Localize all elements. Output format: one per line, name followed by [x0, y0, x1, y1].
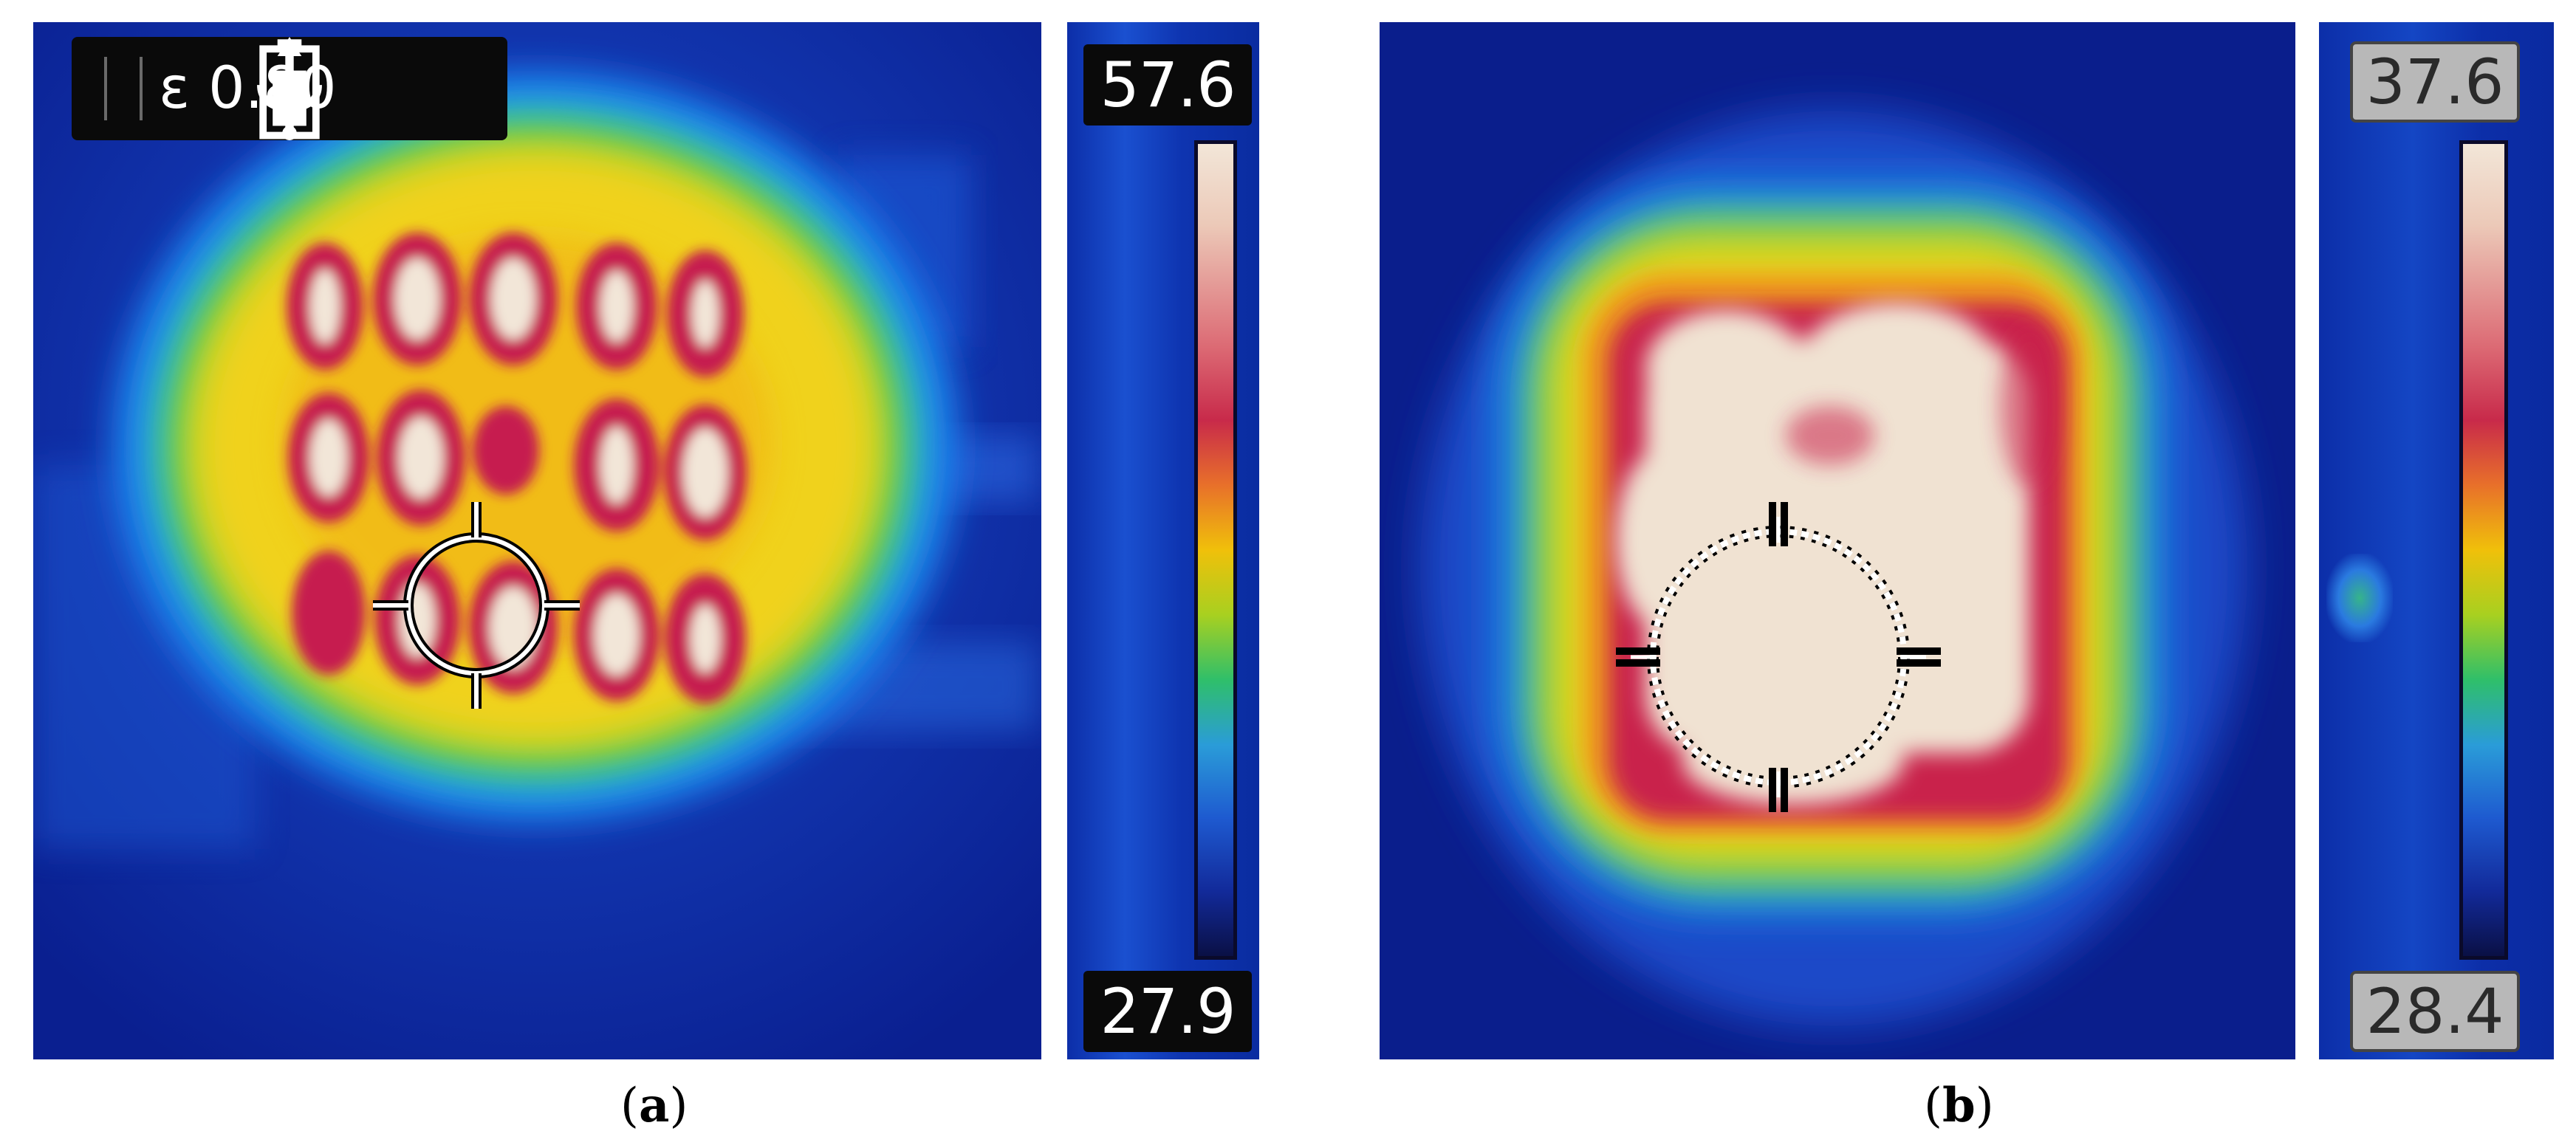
scale-blob: [2326, 554, 2393, 642]
caption-b: (b): [1924, 1078, 1994, 1133]
divider: [104, 57, 107, 120]
scale-min-label-b: 28.4: [2350, 971, 2520, 1052]
crosshair-b: [1616, 502, 1941, 812]
thermal-image-b: [1380, 22, 2295, 1059]
thermal-image-a: ε 0.80: [33, 22, 1041, 1059]
emissivity-value: ε 0.80: [159, 55, 337, 122]
crosshair-a: [373, 502, 580, 709]
scale-background: [2319, 22, 2554, 1059]
color-scale-gradient-b: [2459, 140, 2508, 960]
thermal-image-a-graphic: [33, 22, 1041, 1059]
temperature-scale-b: 37.6 28.4: [2319, 22, 2554, 1059]
status-bar: ε 0.80: [72, 37, 507, 140]
panel-a: ε 0.80 57.6 27.9 (a): [0, 0, 1270, 1148]
panel-b: 37.6 28.4 (b): [1270, 0, 2576, 1148]
caption-a: (a): [620, 1078, 688, 1133]
temperature-scale-a: 57.6 27.9: [1067, 22, 1259, 1059]
divider: [140, 57, 143, 120]
scale-max-label-a: 57.6: [1083, 44, 1252, 126]
scale-min-label-a: 27.9: [1083, 971, 1252, 1052]
scale-max-label-b: 37.6: [2350, 41, 2520, 123]
color-scale-gradient-a: [1194, 140, 1237, 960]
